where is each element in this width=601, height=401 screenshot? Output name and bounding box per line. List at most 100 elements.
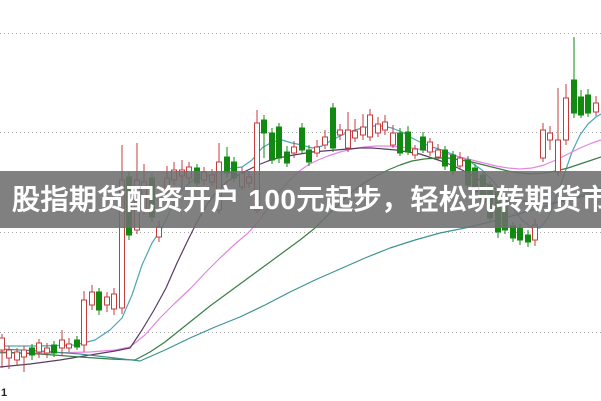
candle	[375, 117, 381, 137]
candle-body	[571, 79, 577, 114]
candle-body	[284, 151, 290, 164]
candle	[352, 119, 358, 142]
candle-body	[352, 130, 358, 139]
candle	[390, 125, 396, 148]
candle-body	[44, 347, 50, 354]
candle	[111, 288, 117, 315]
candle-body	[585, 94, 591, 114]
candle-body	[6, 349, 12, 359]
candle-body	[89, 291, 95, 306]
candle-body	[314, 146, 320, 154]
candle	[6, 346, 12, 369]
candle	[367, 109, 373, 141]
candle	[585, 89, 591, 117]
gridlines	[0, 33, 601, 333]
candle-body	[337, 129, 343, 136]
candle	[435, 144, 441, 160]
promo-banner: 股指期货配资开户 100元起步，轻松玩转期货市场	[0, 171, 601, 228]
candle-body	[51, 344, 57, 354]
ma-lines	[0, 113, 601, 368]
candle	[269, 128, 275, 164]
candle-body	[269, 132, 275, 161]
candle-body	[442, 149, 448, 167]
candle	[420, 132, 426, 153]
candle	[74, 336, 80, 350]
candle	[382, 115, 388, 135]
candle-body	[578, 96, 584, 116]
candle	[571, 37, 577, 118]
candle	[330, 103, 336, 152]
candle-body	[96, 291, 102, 311]
candle-body	[36, 342, 42, 353]
candle	[540, 123, 546, 162]
candle	[59, 330, 65, 355]
candle-body	[322, 136, 328, 146]
candle-body	[405, 131, 411, 153]
candle	[360, 114, 366, 140]
candle-body	[450, 154, 456, 172]
candle-body	[427, 141, 433, 153]
candle	[306, 145, 312, 166]
axis-label-fragment: 1	[1, 387, 8, 399]
candle-body	[555, 139, 561, 173]
candle-body	[412, 148, 418, 156]
candle-body	[0, 337, 5, 351]
candle	[44, 343, 50, 358]
candle	[291, 141, 297, 158]
candle-body	[29, 347, 35, 356]
candle	[442, 146, 448, 170]
ma-mid-magenta	[0, 139, 601, 354]
candle	[89, 285, 95, 310]
candle-body	[517, 227, 523, 241]
candle	[21, 346, 27, 372]
candle-body	[593, 102, 599, 113]
candle-body	[306, 149, 312, 163]
candle	[284, 146, 290, 167]
promo-banner-text: 股指期货配资开户 100元起步，轻松玩转期货市场	[12, 183, 601, 215]
candle	[261, 115, 267, 158]
candle	[322, 130, 328, 149]
candle	[276, 123, 282, 163]
candle	[578, 90, 584, 118]
candle-body	[66, 343, 72, 349]
candle-body	[563, 97, 569, 141]
candle-body	[261, 119, 267, 134]
candle-body	[375, 123, 381, 134]
candle-body	[457, 157, 463, 167]
candle	[66, 338, 72, 352]
candle	[96, 288, 102, 315]
candle	[547, 126, 553, 150]
candle-body	[540, 129, 546, 159]
candle	[525, 230, 531, 247]
candle-body	[104, 296, 110, 306]
candle	[457, 152, 463, 170]
candle-body	[345, 129, 351, 149]
candle-body	[111, 293, 117, 310]
candle-body	[14, 351, 20, 361]
candle-body	[291, 146, 297, 154]
candle	[51, 341, 57, 357]
candle	[29, 344, 35, 360]
candle-body	[330, 107, 336, 149]
candle-body	[59, 339, 65, 349]
candle-body	[397, 132, 403, 154]
candle	[299, 123, 305, 154]
candle	[427, 138, 433, 156]
candle	[397, 128, 403, 156]
candle-body	[390, 132, 396, 146]
candle	[314, 140, 320, 157]
candle	[345, 112, 351, 152]
candle-body	[21, 349, 27, 358]
candle	[104, 292, 110, 312]
candle	[405, 126, 411, 155]
candle-body	[81, 299, 87, 346]
candle-body	[420, 136, 426, 151]
candle-body	[382, 121, 388, 131]
candle-body	[156, 226, 162, 238]
candle	[0, 334, 5, 368]
candle-body	[435, 149, 441, 158]
candle-body	[525, 234, 531, 243]
candle	[36, 339, 42, 358]
candle-body	[299, 127, 305, 151]
